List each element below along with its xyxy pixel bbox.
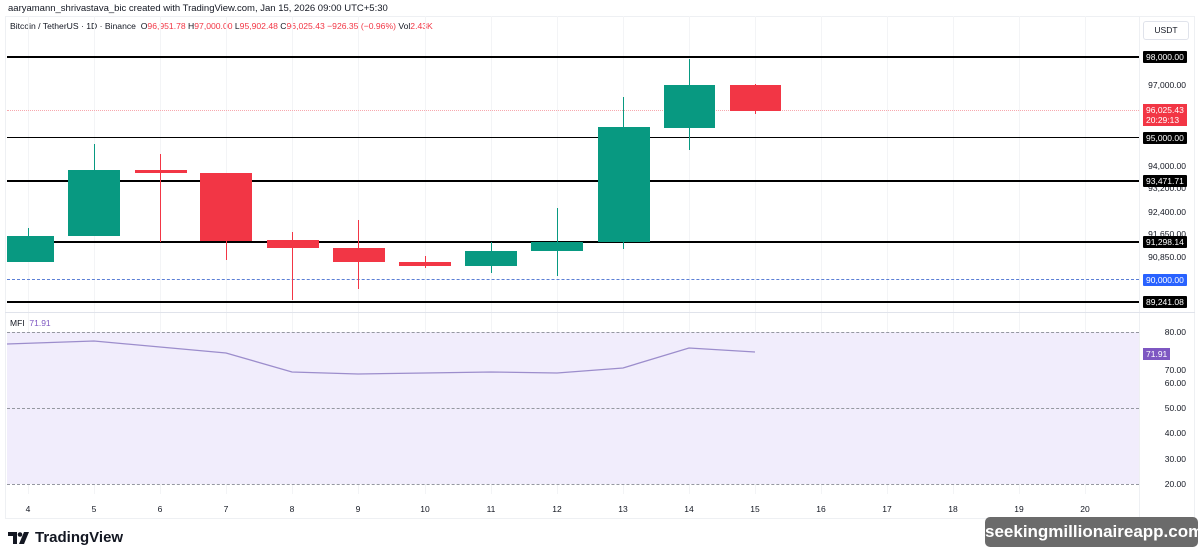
support-line-90000[interactable] [7, 279, 1139, 280]
high-value: 97,000.00 [194, 21, 233, 31]
chart-credit: aaryamann_shrivastava_bic created with T… [8, 3, 388, 14]
level-tag: 95,000.00 [1143, 132, 1187, 144]
support-tag: 90,000.00 [1143, 274, 1187, 286]
level-tag: 98,000.00 [1143, 51, 1187, 63]
level-line-95000[interactable] [7, 137, 1139, 138]
candle-7[interactable] [200, 173, 252, 241]
tradingview-logo-icon [8, 531, 29, 544]
mfi-line [6, 340, 756, 375]
level-line-91298[interactable] [7, 241, 1139, 243]
candle-9[interactable] [333, 248, 385, 262]
symbol-legend: Bitcoin / TetherUS · 1D · Binance O96,95… [10, 21, 433, 31]
candle-11[interactable] [465, 251, 517, 266]
bar-countdown: 20:29:13 [1146, 115, 1180, 125]
mfi-middle-band [7, 408, 1139, 409]
candle-5[interactable] [68, 170, 120, 236]
low-value: 95,902.48 [239, 21, 278, 31]
candle-13[interactable] [598, 127, 650, 242]
chart-pane-frame [5, 16, 1139, 519]
change-value: −926.35 (−0.96%) [327, 21, 396, 31]
candle-6[interactable] [135, 170, 187, 173]
open-value: 96,951.78 [147, 21, 186, 31]
mfi-lower-band [7, 484, 1139, 485]
level-tag: 93,471.71 [1143, 175, 1187, 187]
currency-button[interactable]: USDT [1143, 21, 1189, 40]
mfi-legend: MFI 71.91 [10, 318, 51, 328]
last-price-line [7, 110, 1139, 111]
tradingview-logo[interactable]: TradingView [8, 529, 123, 546]
symbol-name: Bitcoin / TetherUS · 1D · Binance [10, 21, 136, 31]
mfi-value-tag: 71.91 [1143, 348, 1171, 360]
candle-8[interactable] [267, 240, 319, 248]
close-value: 96,025.43 [286, 21, 325, 31]
pane-separator[interactable] [5, 312, 1195, 313]
candle-15[interactable] [730, 85, 781, 111]
level-line-93471[interactable] [7, 180, 1139, 182]
level-line-98000[interactable] [7, 56, 1139, 58]
level-tag: 91,298.14 [1143, 236, 1187, 248]
candle-10[interactable] [399, 262, 451, 266]
volume-value: 2.43K [410, 21, 433, 31]
mfi-upper-band [7, 332, 1139, 333]
candle-4[interactable] [7, 236, 54, 262]
candle-12[interactable] [531, 242, 583, 251]
candle-14[interactable] [664, 85, 715, 128]
last-price-tag: 96,025.43 20:29:13 [1143, 104, 1187, 126]
level-line-89241[interactable] [7, 301, 1139, 303]
price-scale-frame[interactable] [1139, 16, 1195, 519]
level-tag: 89,241.08 [1143, 296, 1187, 308]
watermark: seekingmillionaireapp.com [985, 517, 1200, 547]
